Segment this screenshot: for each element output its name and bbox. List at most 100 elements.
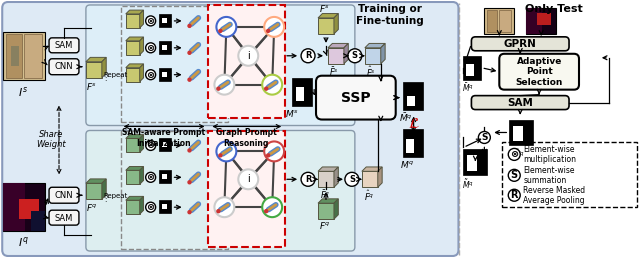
Bar — [513, 125, 524, 141]
Circle shape — [188, 51, 191, 54]
Text: ⊗: ⊗ — [510, 149, 518, 159]
Polygon shape — [209, 5, 285, 117]
Circle shape — [146, 141, 156, 150]
FancyArrowPatch shape — [223, 149, 230, 154]
Circle shape — [219, 29, 222, 32]
Polygon shape — [365, 43, 385, 48]
Text: Training or
Fine-tuning: Training or Fine-tuning — [356, 4, 424, 26]
FancyArrowPatch shape — [271, 24, 278, 29]
Text: $M^s$: $M^s$ — [285, 108, 299, 118]
Polygon shape — [86, 183, 102, 199]
Text: ⊗: ⊗ — [147, 43, 155, 53]
Circle shape — [146, 16, 156, 26]
Text: :: : — [104, 76, 106, 82]
Polygon shape — [362, 167, 382, 171]
FancyArrowPatch shape — [269, 205, 276, 210]
Text: S: S — [349, 175, 355, 184]
Circle shape — [348, 49, 362, 63]
Text: $I^q$: $I^q$ — [18, 235, 29, 249]
Text: R: R — [305, 175, 311, 184]
FancyArrowPatch shape — [269, 82, 276, 87]
Text: SAM: SAM — [55, 41, 73, 50]
Polygon shape — [318, 203, 334, 219]
Text: S: S — [352, 51, 358, 60]
Polygon shape — [334, 199, 339, 219]
Circle shape — [267, 29, 269, 32]
Bar — [11, 46, 19, 66]
Text: SAM: SAM — [508, 98, 533, 108]
Text: Graph Prompt
Reasoning: Graph Prompt Reasoning — [216, 128, 276, 148]
Circle shape — [188, 149, 191, 152]
Circle shape — [146, 172, 156, 182]
FancyArrowPatch shape — [191, 142, 198, 149]
FancyBboxPatch shape — [49, 38, 79, 53]
Circle shape — [267, 154, 269, 157]
Bar — [537, 13, 551, 25]
Polygon shape — [125, 139, 140, 152]
FancyArrowPatch shape — [191, 72, 198, 78]
Polygon shape — [378, 167, 382, 187]
Circle shape — [217, 210, 220, 213]
FancyArrowPatch shape — [269, 205, 276, 210]
Polygon shape — [328, 43, 348, 48]
Circle shape — [508, 189, 520, 201]
FancyBboxPatch shape — [86, 131, 355, 251]
Polygon shape — [318, 14, 339, 18]
Polygon shape — [125, 10, 143, 14]
Text: ⊗: ⊗ — [147, 172, 155, 182]
Text: :: : — [104, 197, 106, 203]
Polygon shape — [318, 167, 339, 171]
Text: GPRN: GPRN — [504, 39, 537, 49]
Text: $I^s$: $I^s$ — [18, 85, 28, 99]
FancyArrowPatch shape — [191, 45, 198, 51]
Circle shape — [265, 87, 268, 90]
Circle shape — [214, 197, 234, 217]
Text: $\tilde{M}^q$: $\tilde{M}^q$ — [513, 148, 525, 161]
Bar — [467, 155, 477, 171]
Polygon shape — [102, 179, 106, 199]
Polygon shape — [318, 18, 334, 34]
Bar — [463, 56, 481, 80]
Bar — [463, 149, 487, 175]
Bar — [159, 170, 171, 183]
Circle shape — [262, 197, 282, 217]
Text: ⊗: ⊗ — [147, 202, 155, 212]
Circle shape — [219, 154, 222, 157]
Bar — [159, 139, 171, 151]
FancyArrowPatch shape — [221, 82, 228, 87]
Polygon shape — [125, 37, 143, 41]
Polygon shape — [334, 167, 339, 187]
Polygon shape — [502, 142, 637, 207]
Text: R: R — [511, 190, 518, 200]
FancyBboxPatch shape — [86, 5, 355, 125]
Polygon shape — [209, 132, 285, 247]
Text: $\tilde{M}^q$: $\tilde{M}^q$ — [463, 177, 474, 191]
Circle shape — [265, 210, 268, 213]
Polygon shape — [334, 14, 339, 34]
Polygon shape — [125, 68, 140, 82]
Text: $F^s$: $F^s$ — [319, 3, 330, 14]
Text: $F^q$: $F^q$ — [319, 220, 331, 231]
Text: i: i — [247, 51, 250, 61]
Polygon shape — [140, 64, 143, 82]
FancyArrowPatch shape — [223, 24, 230, 29]
Polygon shape — [125, 196, 143, 200]
Text: $\bar{M}^q$: $\bar{M}^q$ — [399, 112, 413, 124]
Polygon shape — [125, 167, 143, 170]
Circle shape — [146, 43, 156, 53]
Bar — [19, 199, 39, 219]
Bar — [526, 8, 556, 34]
Text: R: R — [305, 51, 311, 60]
Polygon shape — [140, 135, 143, 152]
FancyArrowPatch shape — [271, 149, 278, 154]
Bar — [162, 204, 166, 209]
Polygon shape — [365, 48, 381, 64]
Circle shape — [508, 149, 520, 160]
Circle shape — [214, 75, 234, 95]
Text: $\bar{F}^s$: $\bar{F}^s$ — [329, 65, 339, 78]
Polygon shape — [125, 41, 140, 55]
Bar — [292, 78, 312, 106]
Bar — [487, 10, 497, 32]
Text: ⊗: ⊗ — [147, 140, 155, 150]
Polygon shape — [381, 43, 385, 64]
